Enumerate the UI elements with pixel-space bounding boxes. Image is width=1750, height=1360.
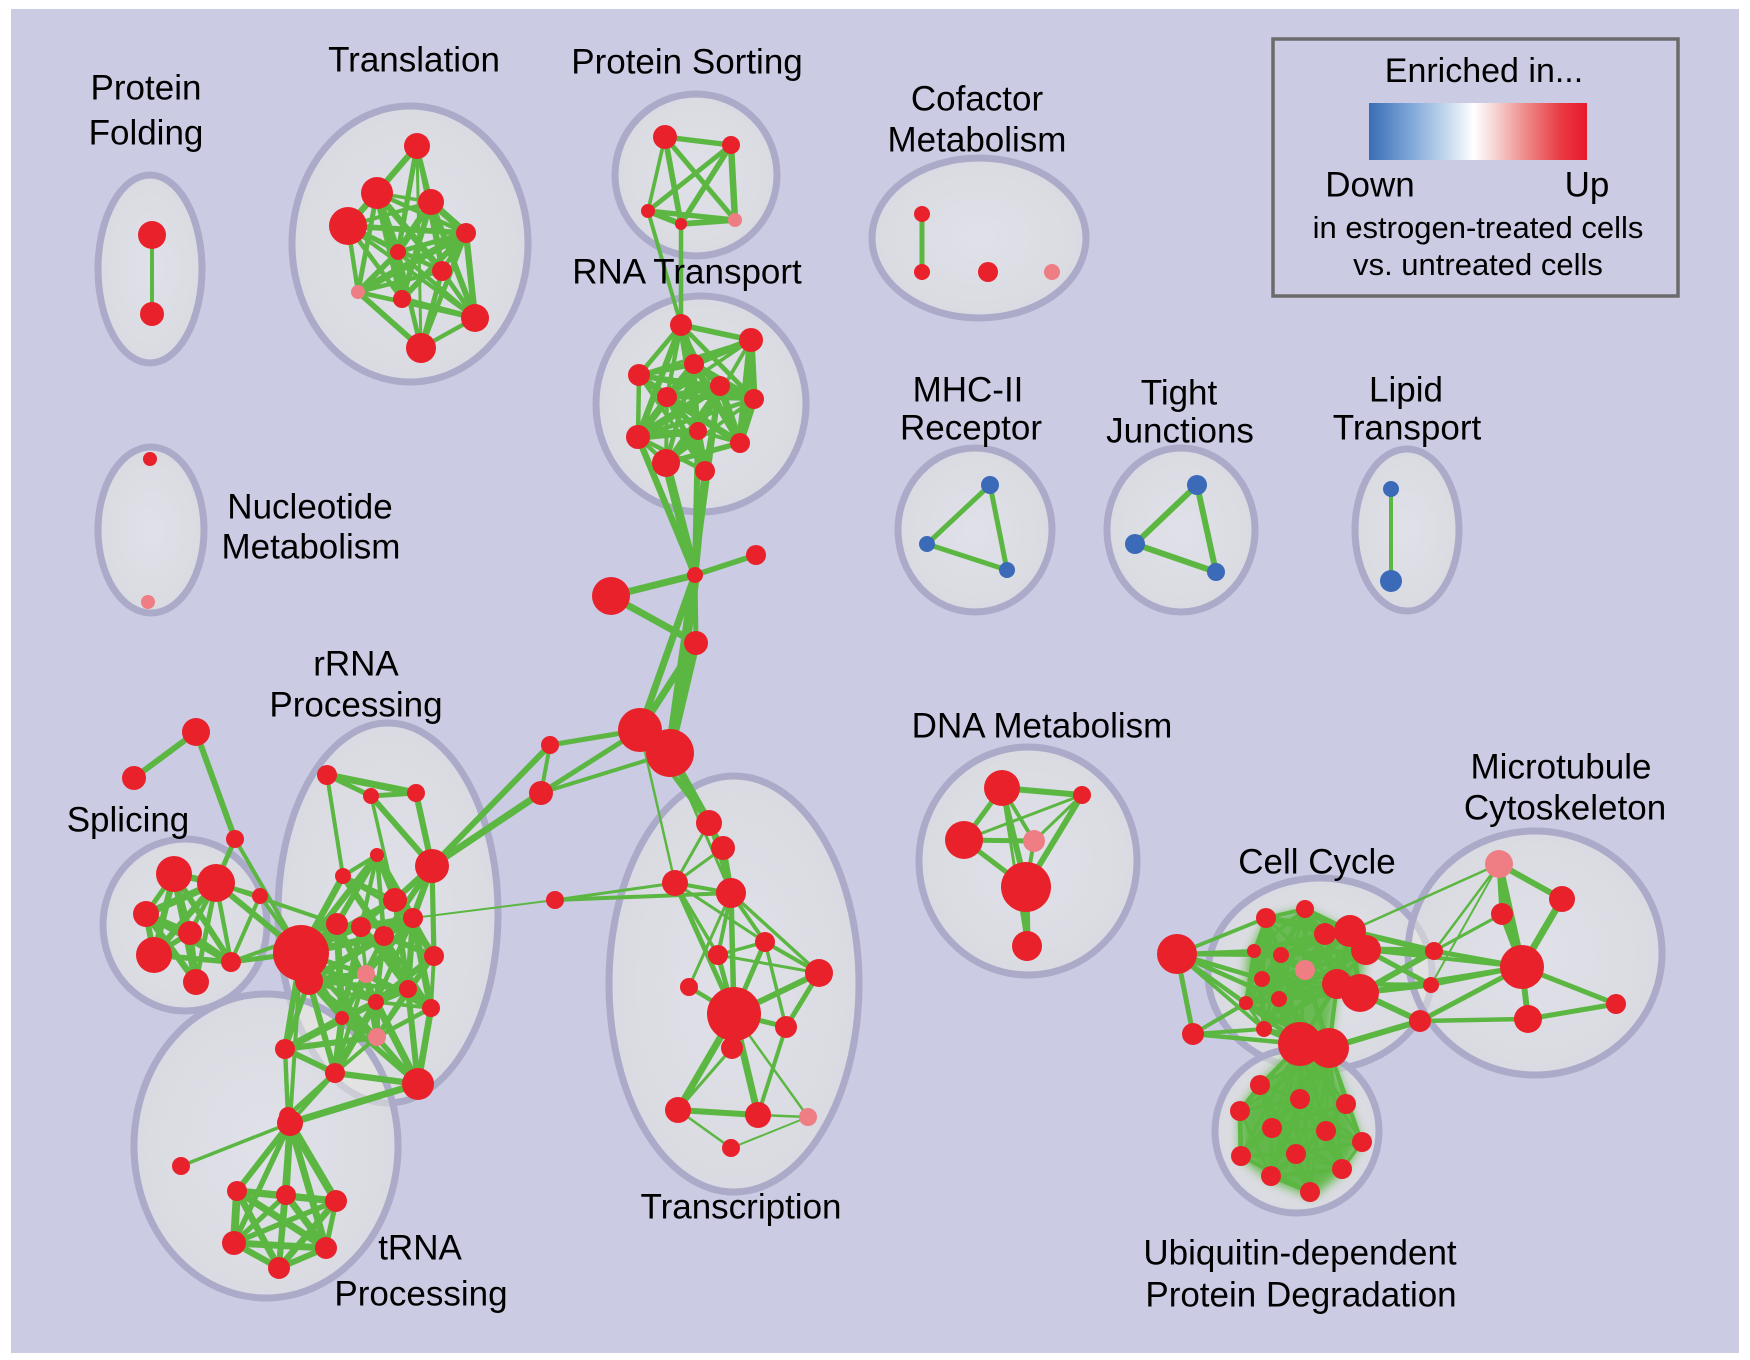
svg-text:Ubiquitin-dependent: Ubiquitin-dependent bbox=[1143, 1233, 1457, 1272]
svg-text:Down: Down bbox=[1325, 165, 1414, 204]
svg-text:in estrogen-treated cells: in estrogen-treated cells bbox=[1313, 210, 1644, 245]
svg-text:tRNA: tRNA bbox=[378, 1228, 462, 1267]
svg-text:Translation: Translation bbox=[328, 40, 500, 79]
svg-text:Folding: Folding bbox=[89, 113, 204, 152]
svg-text:rRNA: rRNA bbox=[313, 644, 399, 683]
svg-text:DNA Metabolism: DNA Metabolism bbox=[912, 706, 1173, 745]
svg-text:vs. untreated cells: vs. untreated cells bbox=[1353, 247, 1603, 282]
svg-text:RNA Transport: RNA Transport bbox=[572, 252, 802, 291]
svg-text:Up: Up bbox=[1565, 165, 1610, 204]
svg-text:Nucleotide: Nucleotide bbox=[227, 487, 392, 526]
svg-text:Transport: Transport bbox=[1333, 408, 1482, 447]
svg-text:Lipid: Lipid bbox=[1369, 370, 1443, 409]
svg-text:Tight: Tight bbox=[1141, 373, 1218, 412]
svg-text:Processing: Processing bbox=[334, 1274, 507, 1313]
svg-text:Cytoskeleton: Cytoskeleton bbox=[1464, 788, 1666, 827]
svg-text:Receptor: Receptor bbox=[900, 408, 1042, 447]
svg-text:Junctions: Junctions bbox=[1106, 411, 1254, 450]
svg-text:Protein: Protein bbox=[91, 68, 202, 107]
svg-text:Cofactor: Cofactor bbox=[911, 79, 1044, 118]
svg-text:MHC-II: MHC-II bbox=[913, 370, 1024, 409]
svg-text:Protein Degradation: Protein Degradation bbox=[1145, 1275, 1456, 1314]
svg-text:Metabolism: Metabolism bbox=[222, 527, 401, 566]
svg-text:Processing: Processing bbox=[269, 685, 442, 724]
svg-text:Enriched in...: Enriched in... bbox=[1385, 52, 1583, 90]
svg-text:Microtubule: Microtubule bbox=[1471, 747, 1652, 786]
svg-text:Transcription: Transcription bbox=[641, 1187, 842, 1226]
svg-text:Cell Cycle: Cell Cycle bbox=[1238, 842, 1396, 881]
svg-text:Protein Sorting: Protein Sorting bbox=[571, 42, 803, 81]
svg-text:Metabolism: Metabolism bbox=[888, 120, 1067, 159]
svg-text:Splicing: Splicing bbox=[67, 800, 190, 839]
